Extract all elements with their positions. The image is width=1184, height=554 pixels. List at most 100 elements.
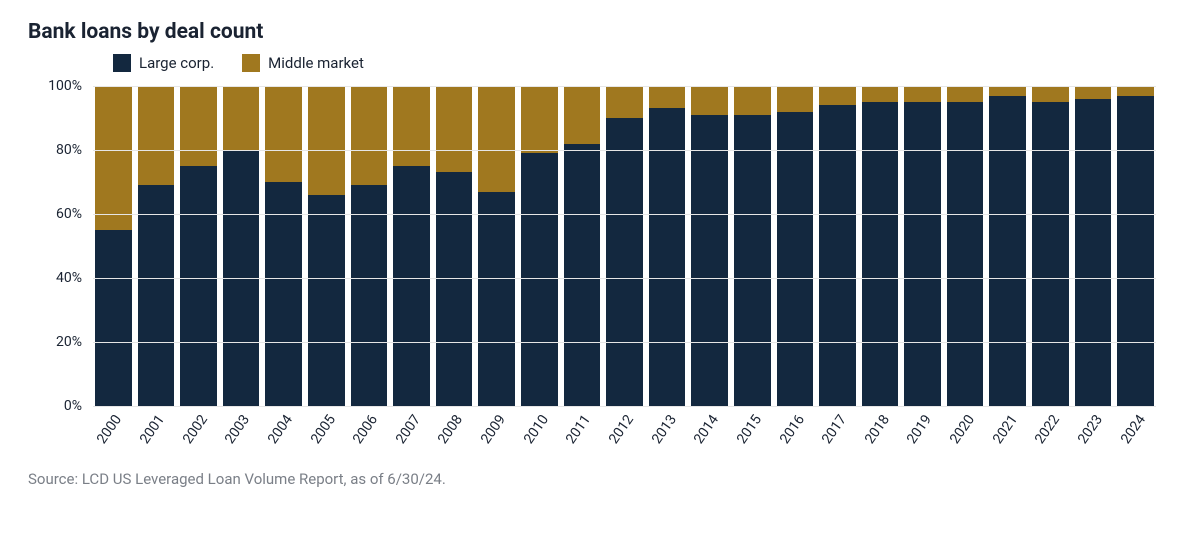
x-tick: 2009 [478,406,515,468]
y-tick-label: 40% [56,270,82,286]
x-tick-label: 2021 [990,412,1021,447]
x-tick-label: 2010 [521,412,552,447]
legend-item-middle-market: Middle market [242,54,364,72]
bar [606,86,643,406]
x-tick-label: 2012 [606,412,637,447]
legend-label: Large corp. [139,54,214,72]
x-tick: 2003 [222,406,259,468]
gridline [93,214,1156,215]
x-tick-label: 2004 [265,412,296,447]
bar-segment-large-corp [436,172,473,406]
gridline [93,278,1156,279]
x-tick-label: 2002 [180,412,211,447]
bar [862,86,899,406]
x-tick-label: 2017 [819,412,850,447]
y-axis: 0%20%40%60%80%100% [28,86,92,406]
bar [649,86,686,406]
bar [734,86,771,406]
gridline [93,86,1156,87]
bar-segment-middle-market [606,86,643,118]
bar [521,86,558,406]
bar-segment-middle-market [478,86,515,192]
y-tick-label: 100% [48,78,82,94]
bar-segment-middle-market [691,86,728,115]
bar-segment-middle-market [436,86,473,172]
bar-segment-large-corp [265,182,302,406]
bars-group [93,86,1156,406]
bar-segment-middle-market [308,86,345,195]
bar [904,86,941,406]
x-tick: 2005 [307,406,344,468]
bar-segment-large-corp [777,112,814,406]
bar-segment-middle-market [819,86,856,105]
bar-segment-large-corp [1075,99,1112,406]
x-tick: 2018 [862,406,899,468]
bar-segment-large-corp [478,192,515,406]
x-tick-label: 2019 [904,412,935,447]
x-tick: 2012 [606,406,643,468]
bar-segment-large-corp [649,108,686,406]
y-tick-label: 80% [56,142,82,158]
gridline [93,342,1156,343]
bar-segment-middle-market [564,86,601,144]
x-tick: 2007 [392,406,429,468]
x-tick: 2002 [179,406,216,468]
legend-label: Middle market [268,54,364,72]
x-tick: 2000 [94,406,131,468]
bar-segment-large-corp [393,166,430,406]
bar-segment-large-corp [521,153,558,406]
source-caption: Source: LCD US Leveraged Loan Volume Rep… [28,470,1156,488]
x-tick: 2004 [265,406,302,468]
bar-segment-large-corp [691,115,728,406]
x-tick-label: 2023 [1075,412,1106,447]
bar-segment-large-corp [989,96,1026,406]
bar [777,86,814,406]
x-tick-label: 2013 [649,412,680,447]
bar-segment-middle-market [393,86,430,166]
x-tick: 2010 [520,406,557,468]
x-tick: 2020 [947,406,984,468]
x-tick: 2017 [819,406,856,468]
x-tick-label: 2022 [1032,412,1063,447]
bar [138,86,175,406]
x-tick: 2019 [904,406,941,468]
bar-segment-large-corp [351,185,388,406]
x-tick: 2013 [648,406,685,468]
chart-container: Bank loans by deal count Large corp. Mid… [0,0,1184,554]
x-tick-label: 2007 [393,412,424,447]
bar [393,86,430,406]
bar-segment-middle-market [777,86,814,112]
bar-segment-middle-market [95,86,132,230]
bar [436,86,473,406]
bar-segment-large-corp [904,102,941,406]
bar-segment-middle-market [1032,86,1069,102]
x-tick-label: 2016 [777,412,808,447]
x-tick: 2006 [350,406,387,468]
legend-swatch [113,54,131,72]
x-tick: 2001 [137,406,174,468]
bar [1032,86,1069,406]
bar-segment-middle-market [521,86,558,153]
bar [1117,86,1154,406]
bar-segment-large-corp [180,166,217,406]
bar [947,86,984,406]
bar [1075,86,1112,406]
bar-segment-large-corp [564,144,601,406]
plot-area [92,86,1156,406]
bar-segment-middle-market [904,86,941,102]
bar-segment-middle-market [947,86,984,102]
legend-item-large-corp: Large corp. [113,54,214,72]
x-tick: 2021 [989,406,1026,468]
bar-segment-large-corp [1032,102,1069,406]
legend-swatch [242,54,260,72]
legend: Large corp. Middle market [113,54,1156,72]
bar-segment-large-corp [606,118,643,406]
x-tick-label: 2014 [691,412,722,447]
x-tick-label: 2005 [307,412,338,447]
y-tick-label: 60% [56,206,82,222]
x-tick-label: 2001 [137,412,168,447]
x-tick: 2014 [691,406,728,468]
bar-segment-large-corp [95,230,132,406]
bar-segment-large-corp [862,102,899,406]
bar [308,86,345,406]
